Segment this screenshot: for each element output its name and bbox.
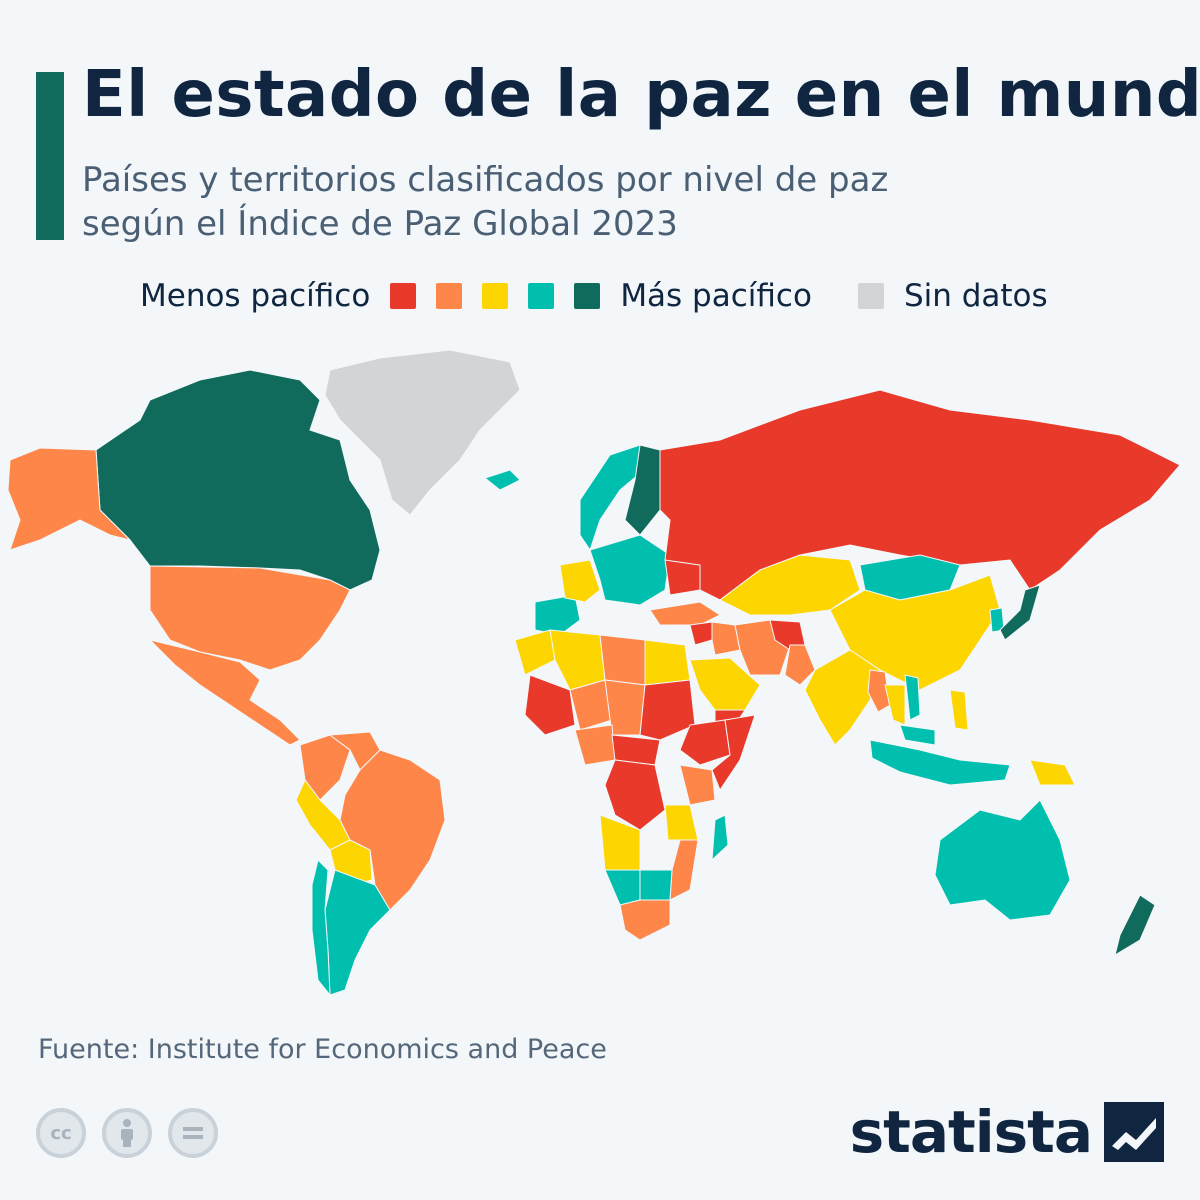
- cc-icon[interactable]: cc: [36, 1108, 86, 1158]
- region-estados-unidos: [149, 565, 351, 671]
- region-turquia: [649, 601, 722, 626]
- region-brasil: [339, 749, 446, 911]
- region-irak: [711, 621, 741, 656]
- region-noruega: [579, 444, 651, 552]
- region-groenlandia: [324, 349, 521, 516]
- region-filipinas: [949, 689, 969, 731]
- region-nigeria: [574, 724, 616, 766]
- legend-swatch-no-data: [857, 283, 884, 309]
- license-icons: cc: [36, 1108, 218, 1158]
- region-egipto: [644, 639, 691, 686]
- region-kazajistan: [719, 554, 861, 616]
- region-chile: [311, 859, 331, 997]
- region-alaska: [7, 447, 132, 551]
- region-tanzania: [664, 804, 699, 841]
- region-argelia: [549, 629, 606, 691]
- region-papua-nueva-guinea: [1029, 759, 1076, 786]
- region-espana: [534, 594, 581, 636]
- brand-wordmark: statista: [849, 1098, 1093, 1166]
- region-etiopia: [679, 719, 731, 766]
- region-pakistan: [784, 644, 816, 686]
- page-subtitle: Países y territorios clasificados por ni…: [82, 158, 1082, 246]
- region-siria: [689, 621, 713, 646]
- page-title: El estado de la paz en el mundo: [82, 58, 1200, 132]
- region-mozambique: [669, 839, 699, 901]
- region-madagascar: [711, 814, 729, 862]
- no-derivatives-icon[interactable]: [168, 1108, 218, 1158]
- legend-swatch-level-3: [482, 283, 509, 309]
- region-mali: [524, 674, 576, 736]
- subtitle-line-2: según el Índice de Paz Global 2023: [82, 204, 678, 244]
- region-rusia: [659, 389, 1181, 601]
- legend-swatch-level-5: [574, 283, 601, 309]
- world-map: [0, 340, 1200, 1010]
- accent-bar: [36, 72, 64, 240]
- region-kenia: [679, 764, 716, 806]
- subtitle-line-1: Países y territorios clasificados por ni…: [82, 160, 889, 200]
- legend-swatch-level-2: [436, 283, 463, 309]
- region-myanmar: [867, 669, 891, 713]
- legend-swatch-level-1: [390, 283, 417, 309]
- legend-label-no-data: Sin datos: [903, 278, 1048, 314]
- region-sudafrica: [619, 899, 671, 941]
- region-malasia: [899, 724, 936, 746]
- attribution-figure-icon: [121, 1119, 133, 1147]
- region-somalia: [711, 714, 756, 792]
- region-indonesia: [869, 739, 1011, 786]
- region-japon: [999, 584, 1041, 641]
- region-europa-central: [589, 534, 671, 606]
- legend-label-least-peaceful: Menos pacífico: [140, 278, 371, 314]
- region-islandia: [483, 469, 521, 491]
- region-india: [804, 649, 881, 746]
- world-map-svg: [7, 349, 1181, 997]
- region-sudan: [639, 679, 696, 741]
- region-marruecos: [514, 629, 556, 676]
- legend-swatch-level-4: [528, 283, 555, 309]
- attribution-icon[interactable]: [102, 1108, 152, 1158]
- legend-label-most-peaceful: Más pacífico: [620, 278, 812, 314]
- region-nueva-zelanda: [1114, 894, 1156, 957]
- region-ucrania: [664, 559, 701, 596]
- source-note: Fuente: Institute for Economics and Peac…: [38, 1034, 607, 1065]
- region-tailandia: [884, 684, 906, 726]
- statista-mark-icon: [1104, 1102, 1164, 1162]
- region-australia: [934, 799, 1071, 921]
- equals-icon: [183, 1127, 203, 1139]
- brand-logo[interactable]: statista: [850, 1098, 1164, 1166]
- region-libia: [599, 634, 646, 686]
- region-botsuana: [639, 869, 673, 901]
- region-namibia: [604, 869, 641, 906]
- region-rd-congo: [604, 759, 666, 831]
- region-mexico: [148, 639, 301, 746]
- legend: Menos pacífico Más pacífico Sin datos: [140, 276, 1048, 316]
- region-francia: [559, 559, 601, 603]
- region-vietnam: [904, 674, 921, 721]
